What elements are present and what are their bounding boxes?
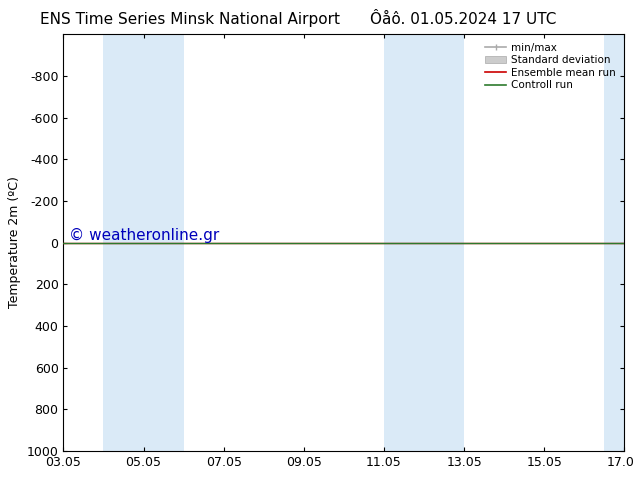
Text: Ôåô. 01.05.2024 17 UTC: Ôåô. 01.05.2024 17 UTC bbox=[370, 12, 556, 27]
Text: ENS Time Series Minsk National Airport: ENS Time Series Minsk National Airport bbox=[40, 12, 340, 27]
Bar bbox=[384, 34, 464, 451]
Bar bbox=[604, 34, 624, 451]
Legend: min/max, Standard deviation, Ensemble mean run, Controll run: min/max, Standard deviation, Ensemble me… bbox=[482, 40, 619, 94]
Bar bbox=[103, 34, 184, 451]
Text: © weatheronline.gr: © weatheronline.gr bbox=[69, 227, 219, 243]
Y-axis label: Temperature 2m (ºC): Temperature 2m (ºC) bbox=[8, 176, 21, 309]
